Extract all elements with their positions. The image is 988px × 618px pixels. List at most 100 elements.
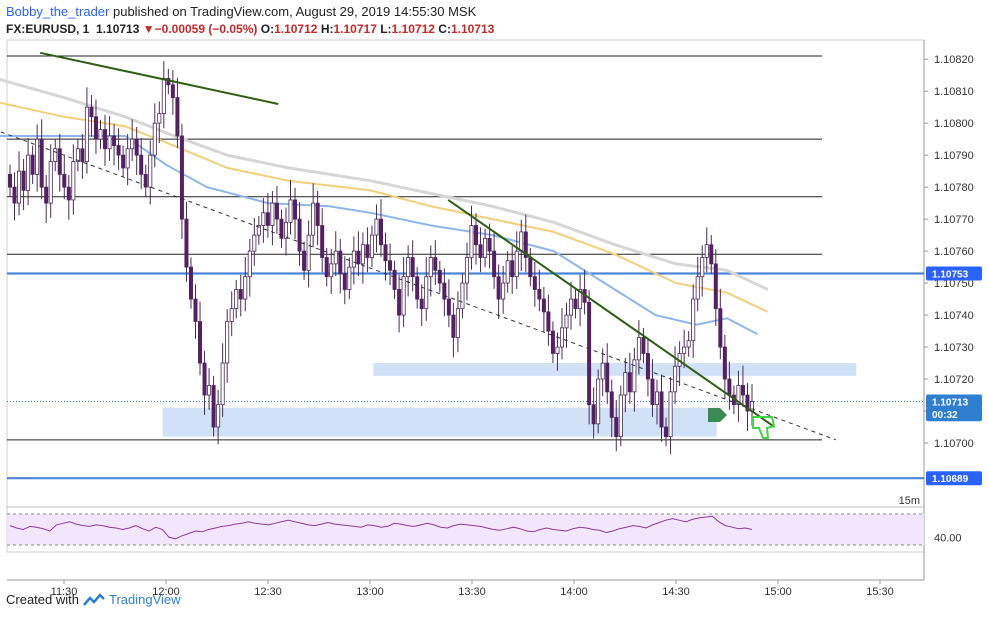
candle-body (691, 298, 696, 342)
time-tick-label: 14:30 (662, 586, 690, 598)
candle-body (464, 257, 469, 284)
support-zone (373, 363, 857, 376)
candle-body (654, 391, 659, 406)
candle-body (125, 148, 130, 169)
price-badge (926, 471, 982, 486)
high-label: H: (320, 22, 334, 36)
ohlc-legend: FX:EURUSD, 1 1.10713 ▼−0.00059 (−0.05%) … (6, 22, 494, 36)
candle-body (496, 276, 501, 300)
price-badge-label: 1.10689 (932, 474, 969, 485)
candle-body (682, 346, 687, 354)
candle-body (243, 276, 248, 300)
candle-body (406, 257, 411, 278)
tradingview-link[interactable]: TradingView (108, 592, 181, 607)
candle-body (66, 186, 71, 201)
candle-body (433, 257, 438, 271)
candle-body (306, 234, 311, 271)
candle-body (555, 346, 560, 354)
arrow-icon (708, 408, 727, 422)
price-tick-label: 1.10790 (934, 150, 974, 162)
plot-frame (6, 39, 925, 553)
candle-body (614, 417, 619, 438)
candle-body (636, 337, 641, 361)
candle-body (383, 244, 388, 262)
candle-body (130, 138, 135, 150)
candle-body (550, 330, 555, 354)
candle-body (21, 170, 26, 191)
candle-body (369, 234, 374, 258)
candle-body (207, 385, 212, 396)
close-label: C: (438, 22, 451, 36)
candle-body (256, 225, 261, 236)
price-tick-label: 1.10720 (934, 374, 974, 386)
candle-body (664, 426, 669, 438)
candle-body (627, 372, 632, 393)
candle-body (252, 234, 257, 252)
candle-body (148, 154, 153, 188)
candle-body (324, 257, 329, 278)
price-tick-label: 1.10780 (934, 182, 974, 194)
candle-body (514, 250, 519, 278)
candle-body (342, 273, 347, 290)
candle-body (745, 394, 750, 412)
time-tick-label: 12:00 (152, 586, 180, 598)
candle-body (84, 106, 89, 162)
candle-body (116, 145, 121, 156)
candle-body (736, 385, 741, 406)
candle-body (419, 298, 424, 310)
price-tick-label: 1.10700 (934, 438, 974, 450)
candle-body (401, 276, 406, 316)
close-value: 1.10713 (450, 22, 495, 36)
candle-body (673, 365, 678, 393)
price-tick-label: 1.10760 (934, 246, 974, 258)
candle-body (39, 138, 44, 188)
candle-body (93, 116, 98, 140)
time-tick-label: 15:00 (764, 586, 792, 598)
price-tick-label: 1.10740 (934, 310, 974, 322)
price-tick-label: 1.10770 (934, 214, 974, 226)
candle-body (283, 221, 288, 239)
candle-body (44, 186, 49, 204)
candle-body (740, 385, 745, 396)
candle-body (139, 154, 144, 175)
candle-body (605, 362, 610, 393)
candle-body (650, 378, 655, 406)
candle-body (89, 106, 94, 118)
candle-body (179, 135, 184, 220)
fast-ma-line (0, 135, 759, 336)
candle-body (718, 308, 723, 348)
candle-body (546, 311, 551, 332)
candle-body (564, 314, 569, 329)
author-link[interactable]: Bobby_the_trader (6, 4, 110, 19)
candle-body (378, 218, 383, 246)
low-label: L: (380, 22, 392, 36)
candle-body (225, 321, 230, 364)
candle-body (157, 113, 162, 124)
candle-body (460, 282, 465, 310)
symbol-label[interactable]: FX:EURUSD, 1 (6, 22, 90, 36)
candle-body (722, 346, 727, 380)
candle-body (247, 250, 252, 278)
candle-body (483, 237, 488, 258)
candle-body (80, 148, 85, 162)
candle-body (279, 218, 284, 239)
candle-body (559, 327, 564, 348)
candle-body (596, 378, 601, 425)
candle-body (713, 263, 718, 310)
time-tick-label: 13:30 (458, 586, 486, 598)
candle-body (541, 298, 546, 313)
candle-body (645, 353, 650, 380)
low-value: 1.10712 (391, 22, 435, 36)
candle-body (238, 289, 243, 300)
candle-body (315, 202, 320, 226)
candle-body (103, 129, 108, 150)
candle-body (75, 148, 80, 162)
candle-body (261, 212, 266, 226)
candle-body (35, 138, 40, 175)
candle-body (12, 186, 17, 204)
candle-body (288, 199, 293, 223)
candle-body (161, 77, 166, 114)
publish-info: published on TradingView.com, August 29,… (112, 4, 477, 19)
rsi-tick-label: 40.00 (934, 532, 962, 544)
